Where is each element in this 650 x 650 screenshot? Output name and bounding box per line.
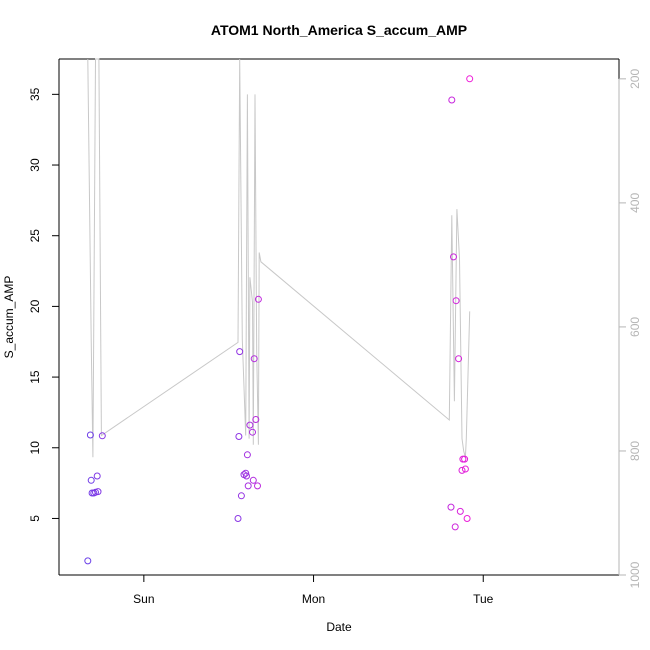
data-point: [246, 421, 254, 429]
data-point: [98, 432, 106, 440]
data-point: [448, 96, 456, 104]
x-axis-label: Date: [326, 620, 352, 634]
right-y-axis: 200 400 600 800 1000: [618, 69, 642, 588]
series-line-path: [87, 58, 471, 458]
data-point: [84, 557, 92, 565]
data-point: [466, 75, 474, 83]
y-tick-label: 5: [28, 515, 42, 522]
data-point: [94, 488, 102, 496]
y-tick-label: 30: [28, 158, 42, 172]
y-tick-label: 25: [28, 229, 42, 243]
right-y-tick-label: 200: [628, 69, 642, 89]
data-point: [461, 455, 469, 463]
y-tick-label: 15: [28, 370, 42, 384]
data-point: [458, 466, 466, 474]
data-point: [243, 451, 251, 459]
data-point: [244, 482, 252, 490]
data-point: [249, 428, 256, 436]
data-point: [452, 297, 460, 305]
data-point: [252, 416, 260, 423]
data-point: [237, 492, 245, 500]
data-point: [456, 507, 464, 515]
data-point: [450, 253, 457, 261]
x-tick-label: Tue: [473, 592, 494, 606]
data-point: [235, 433, 243, 440]
data-point: [250, 355, 258, 363]
line-series: [87, 58, 471, 458]
points-series: [84, 75, 474, 565]
data-point: [254, 482, 261, 490]
chart-title: ATOM1 North_America S_accum_AMP: [211, 22, 467, 38]
x-axis: Sun Mon Tue: [133, 574, 494, 606]
right-y-tick-label: 1000: [628, 561, 642, 588]
data-point: [93, 472, 101, 480]
data-point: [242, 469, 250, 477]
plot-area: [58, 58, 620, 576]
data-point: [451, 523, 459, 531]
data-point: [86, 431, 94, 439]
y-axis-label: S_accum_AMP: [2, 276, 16, 359]
data-point: [461, 465, 469, 473]
data-point: [254, 295, 262, 303]
data-point: [87, 476, 95, 484]
data-point: [447, 503, 455, 511]
right-y-tick-label: 400: [628, 193, 642, 213]
data-point: [234, 515, 242, 522]
right-y-tick-label: 800: [628, 441, 642, 461]
x-tick-label: Mon: [302, 592, 325, 606]
y-axis: 5 10 15 20 25 30 35: [28, 87, 60, 522]
y-tick-label: 35: [28, 87, 42, 101]
y-tick-label: 10: [28, 441, 42, 455]
y-tick-label: 20: [28, 299, 42, 313]
right-y-tick-label: 600: [628, 317, 642, 337]
x-tick-label: Sun: [133, 592, 154, 606]
data-point: [243, 472, 250, 480]
data-point: [249, 476, 257, 484]
data-point: [455, 355, 463, 363]
data-point: [463, 515, 471, 522]
data-point: [236, 348, 244, 356]
